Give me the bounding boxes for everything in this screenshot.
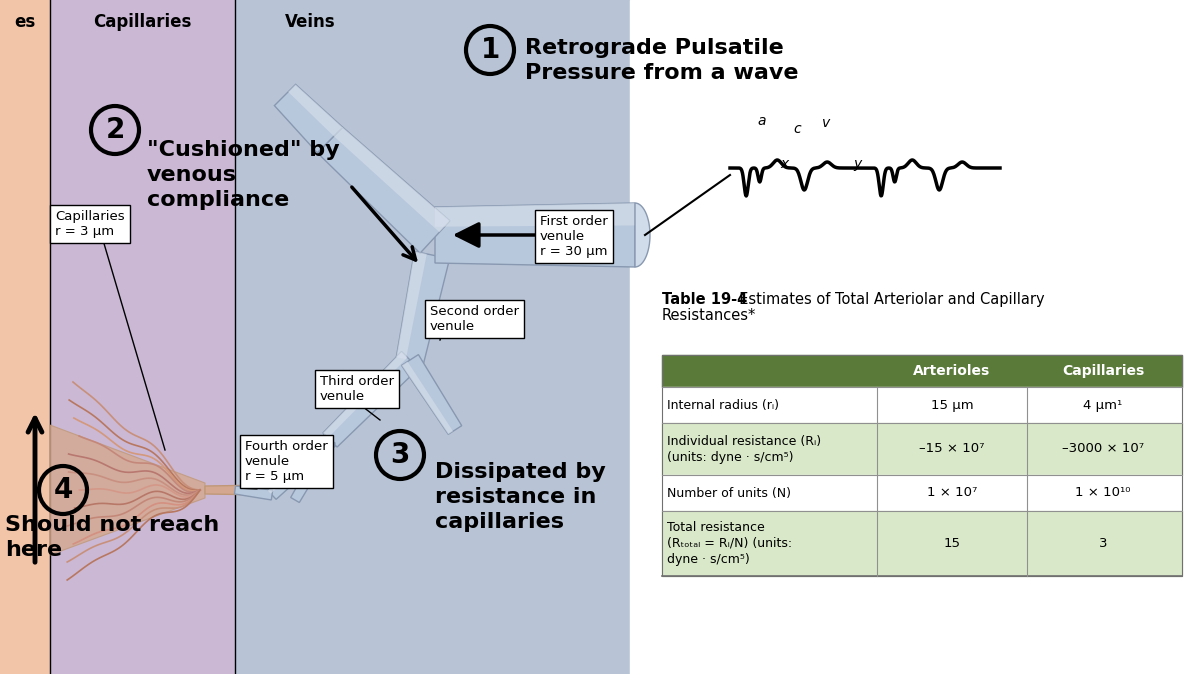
Bar [662, 511, 1182, 576]
Polygon shape [323, 352, 408, 438]
Text: Capillaries: Capillaries [92, 13, 191, 31]
Polygon shape [635, 203, 650, 267]
Polygon shape [402, 355, 462, 434]
Bar [0, 0, 50, 674]
Text: 4: 4 [53, 476, 73, 504]
Text: Fourth order
venule
r = 5 μm: Fourth order venule r = 5 μm [245, 440, 328, 483]
Text: Retrograde Pulsatile
Pressure from a wave: Retrograde Pulsatile Pressure from a wav… [526, 38, 798, 83]
Text: Capillaries: Capillaries [1062, 364, 1144, 378]
Bar [662, 355, 1182, 576]
Text: y: y [853, 157, 862, 171]
Bar [662, 423, 1182, 475]
Bar [50, 0, 235, 674]
Polygon shape [436, 203, 635, 267]
Polygon shape [50, 425, 205, 555]
Text: Arterioles: Arterioles [913, 364, 991, 378]
Bar [662, 355, 1182, 387]
Text: Internal radius (rᵢ): Internal radius (rᵢ) [667, 398, 779, 412]
Text: Table 19-4: Table 19-4 [662, 292, 748, 307]
Polygon shape [275, 84, 343, 153]
Text: Capillaries
r = 3 μm: Capillaries r = 3 μm [55, 210, 125, 238]
Polygon shape [205, 485, 272, 495]
Text: –15 × 10⁷: –15 × 10⁷ [919, 443, 985, 456]
Text: 1: 1 [480, 36, 499, 64]
Polygon shape [396, 251, 450, 363]
Text: Second order
venule: Second order venule [430, 305, 520, 333]
Text: Individual resistance (Rᵢ)
(units: dyne · s/cm⁵): Individual resistance (Rᵢ) (units: dyne … [667, 435, 821, 464]
Text: 1 × 10¹⁰: 1 × 10¹⁰ [1075, 487, 1130, 499]
Polygon shape [268, 434, 329, 493]
Polygon shape [268, 434, 336, 499]
Text: 3: 3 [390, 441, 409, 469]
Text: Dissipated by
resistance in
capillaries: Dissipated by resistance in capillaries [436, 462, 606, 532]
Bar [235, 0, 630, 674]
Text: Estimates of Total Arteriolar and Capillary: Estimates of Total Arteriolar and Capill… [730, 292, 1045, 307]
Text: 2: 2 [106, 116, 125, 144]
Text: Number of units (N): Number of units (N) [667, 487, 791, 499]
Text: 15: 15 [943, 537, 960, 550]
Text: –3000 × 10⁷: –3000 × 10⁷ [1062, 443, 1144, 456]
Text: First order
venule
r = 30 μm: First order venule r = 30 μm [540, 215, 607, 258]
Polygon shape [396, 251, 427, 359]
Text: "Cushioned" by
venous
compliance: "Cushioned" by venous compliance [148, 140, 340, 210]
Bar [662, 387, 1182, 423]
Polygon shape [290, 437, 335, 503]
Polygon shape [234, 486, 272, 500]
Text: 4 μm¹: 4 μm¹ [1084, 398, 1123, 412]
Polygon shape [436, 203, 635, 226]
Text: 1 × 10⁷: 1 × 10⁷ [926, 487, 977, 499]
Text: Third order
venule: Third order venule [320, 375, 394, 403]
Bar [662, 475, 1182, 511]
Text: es: es [14, 13, 36, 31]
Text: x: x [780, 157, 788, 171]
Polygon shape [334, 127, 450, 232]
Text: Should not reach
here: Should not reach here [5, 515, 220, 560]
Text: Veins: Veins [284, 13, 335, 31]
Bar [630, 0, 1200, 674]
Text: Resistances*: Resistances* [662, 308, 756, 323]
Text: a: a [757, 114, 766, 128]
Text: 3: 3 [1099, 537, 1108, 550]
Polygon shape [318, 127, 450, 253]
Polygon shape [288, 84, 343, 136]
Text: Total resistance
(Rₜₒₜₐₗ = Rᵢ/N) (units:
dyne · s/cm⁵): Total resistance (Rₜₒₜₐₗ = Rᵢ/N) (units:… [667, 521, 792, 566]
Text: v: v [822, 116, 830, 130]
Text: c: c [793, 122, 800, 136]
Text: 15 μm: 15 μm [931, 398, 973, 412]
Polygon shape [323, 352, 419, 447]
Polygon shape [402, 362, 452, 434]
